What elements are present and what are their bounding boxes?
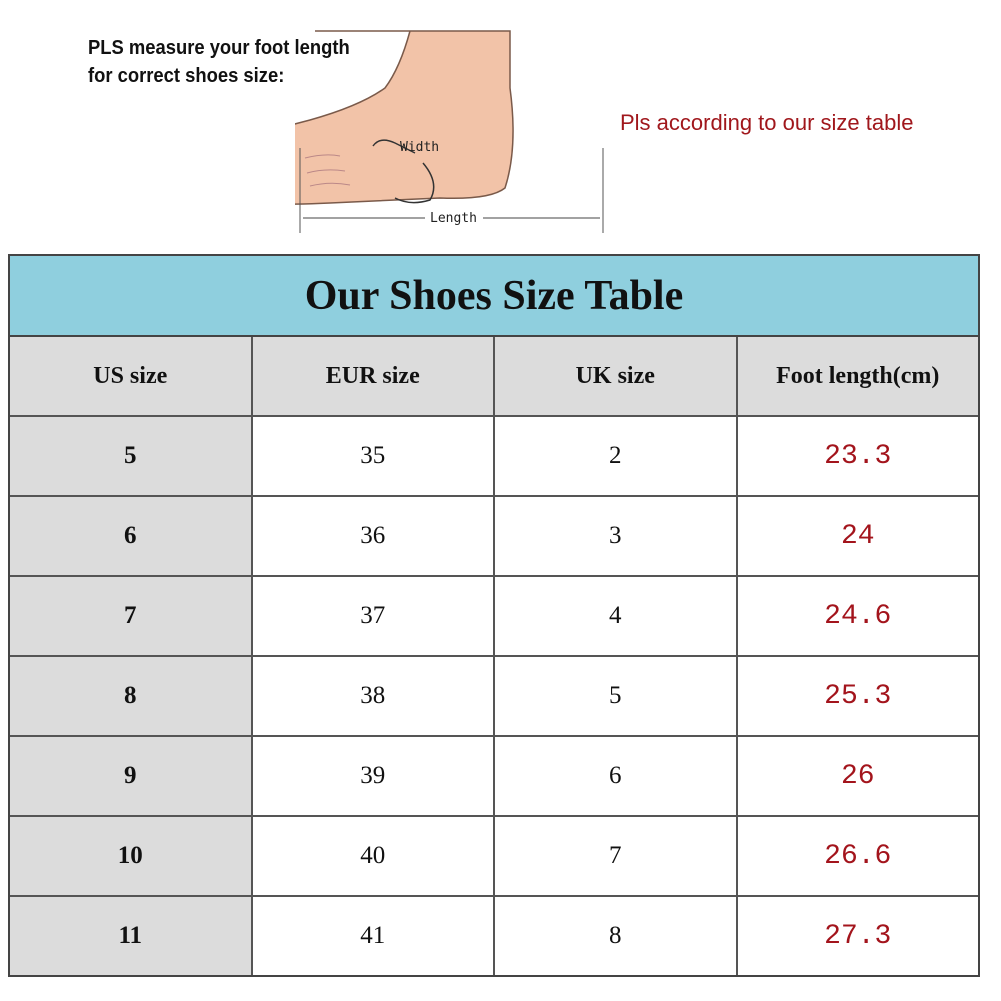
table-row: 8 38 5 25.3 (10, 657, 978, 737)
cell-foot-length: 24 (737, 497, 978, 575)
foot-measurement-diagram: Width Length (295, 30, 604, 233)
cell-foot-length: 23.3 (737, 417, 978, 495)
table-header-row: US size EUR size UK size Foot length(cm) (10, 337, 978, 417)
cell-eur-size: 40 (252, 817, 495, 895)
cell-uk-size: 5 (495, 657, 738, 735)
table-row: 9 39 6 26 (10, 737, 978, 817)
cell-us-size: 11 (10, 897, 253, 975)
header-eur: EUR size (252, 337, 495, 415)
table-title: Our Shoes Size Table (10, 256, 978, 337)
cell-eur-size: 37 (252, 577, 495, 655)
table-row: 7 37 4 24.6 (10, 577, 978, 657)
cell-us-size: 7 (10, 577, 253, 655)
cell-uk-size: 2 (495, 417, 738, 495)
cell-us-size: 10 (10, 817, 253, 895)
instruction-line-1: PLS measure your foot length (88, 37, 350, 59)
cell-foot-length: 27.3 (737, 897, 978, 975)
cell-eur-size: 41 (252, 897, 495, 975)
header-us: US size (10, 337, 253, 415)
table-row: 11 41 8 27.3 (10, 897, 978, 975)
cell-us-size: 6 (10, 497, 253, 575)
cell-eur-size: 35 (252, 417, 495, 495)
cell-foot-length: 25.3 (737, 657, 978, 735)
header-foot-length: Foot length(cm) (737, 337, 978, 415)
cell-foot-length: 26 (737, 737, 978, 815)
table-row: 6 36 3 24 (10, 497, 978, 577)
cell-us-size: 9 (10, 737, 253, 815)
header-uk: UK size (495, 337, 738, 415)
cell-eur-size: 38 (252, 657, 495, 735)
cell-uk-size: 7 (495, 817, 738, 895)
cell-foot-length: 24.6 (737, 577, 978, 655)
cell-eur-size: 36 (252, 497, 495, 575)
width-label: Width (400, 140, 439, 155)
measure-instructions: PLS measure your foot length for correct… (88, 34, 350, 90)
length-label: Length (430, 211, 477, 226)
cell-uk-size: 6 (495, 737, 738, 815)
cell-uk-size: 3 (495, 497, 738, 575)
instruction-line-2: for correct shoes size: (88, 65, 285, 87)
cell-us-size: 8 (10, 657, 253, 735)
cell-uk-size: 8 (495, 897, 738, 975)
size-table-note: Pls according to our size table (620, 110, 914, 135)
cell-eur-size: 39 (252, 737, 495, 815)
cell-us-size: 5 (10, 417, 253, 495)
table-row: 5 35 2 23.3 (10, 417, 978, 497)
size-table: Our Shoes Size Table US size EUR size UK… (8, 254, 980, 977)
cell-foot-length: 26.6 (737, 817, 978, 895)
table-row: 10 40 7 26.6 (10, 817, 978, 897)
cell-uk-size: 4 (495, 577, 738, 655)
